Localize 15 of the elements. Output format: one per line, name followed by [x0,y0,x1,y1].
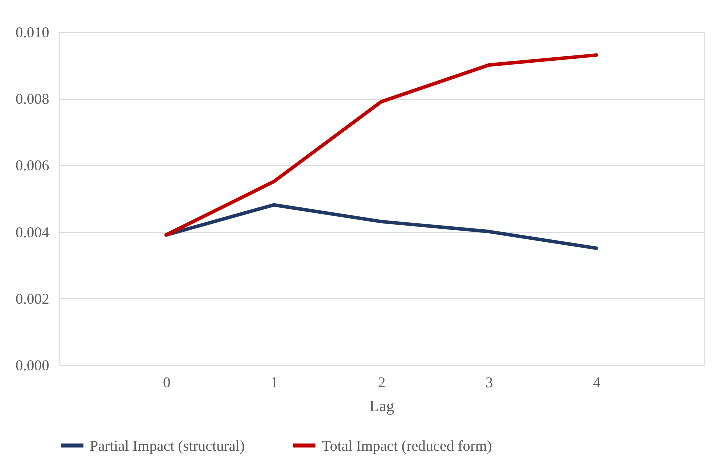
x-tick-label: 4 [593,376,602,392]
x-tick-label: 1 [270,376,278,392]
x-tick-label: 2 [378,376,386,392]
y-tick-label: 0.008 [16,92,50,108]
y-tick-label: 0.000 [16,358,50,374]
line-series [164,54,598,237]
y-tick-label: 0.002 [16,292,50,308]
y-tick-label: 0.010 [16,26,50,42]
x-axis-title: Lag [370,398,394,416]
x-tick-label: 3 [486,376,494,392]
legend-label: Partial Impact (structural) [90,438,245,455]
y-tick-label: 0.006 [16,158,50,175]
legend-label: Total Impact (reduced form) [322,438,492,455]
y-tick-label: 0.004 [16,225,50,242]
x-tick-label: 0 [163,376,171,392]
